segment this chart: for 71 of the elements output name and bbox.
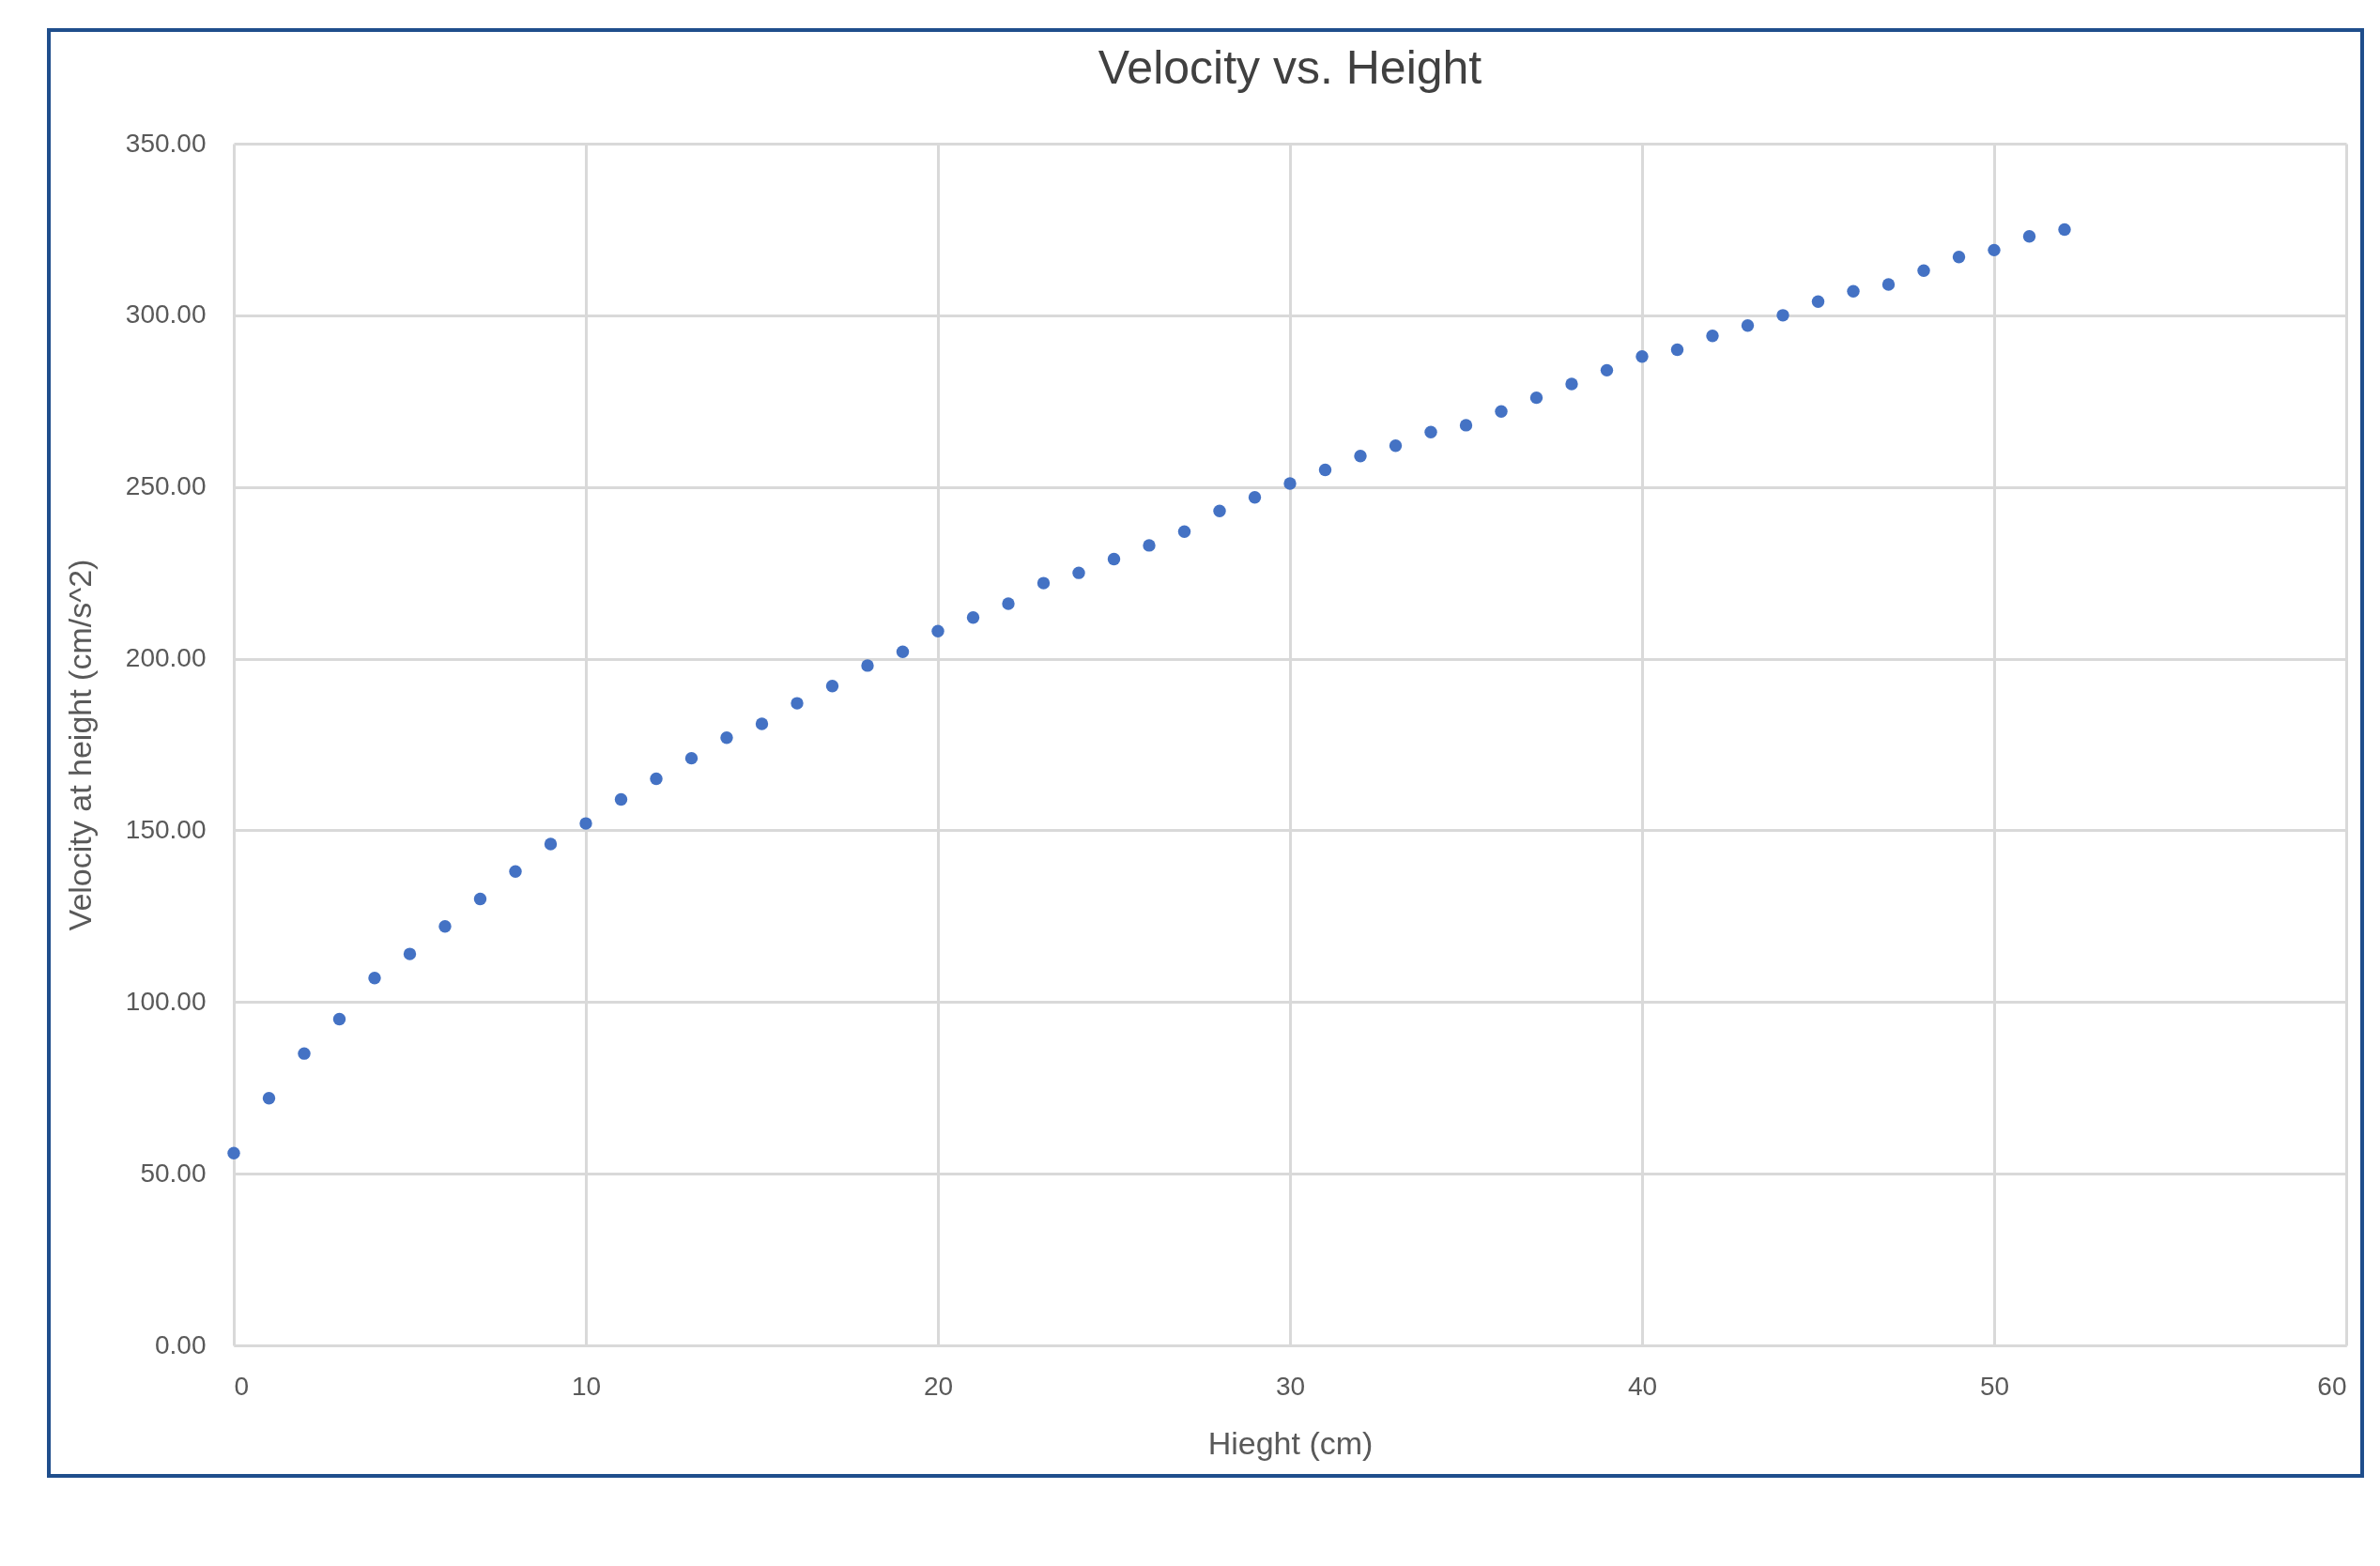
point	[1847, 284, 1860, 298]
point	[755, 717, 769, 730]
point	[579, 817, 592, 830]
point	[227, 1146, 240, 1159]
point	[1529, 391, 1543, 405]
point	[1670, 343, 1684, 357]
y-tick-label: 50.00	[140, 1158, 207, 1188]
y-tick-label: 150.00	[125, 814, 207, 844]
x-tick-label: 20	[923, 1371, 954, 1401]
point	[1600, 363, 1614, 377]
x-tick-label: 60	[2317, 1371, 2347, 1401]
point	[473, 892, 487, 906]
point	[896, 645, 910, 658]
point	[1495, 405, 1508, 418]
point	[1002, 597, 1015, 610]
point	[1213, 504, 1226, 518]
point	[368, 971, 381, 985]
x-tick-label: 30	[1275, 1371, 1306, 1401]
point	[931, 624, 944, 638]
point	[2022, 230, 2036, 243]
x-tick-label: 50	[1979, 1371, 2010, 1401]
point	[1635, 350, 1649, 363]
x-tick-label: 40	[1627, 1371, 1658, 1401]
point	[1881, 278, 1896, 291]
point	[720, 730, 733, 745]
point	[1177, 525, 1191, 538]
x-tick-label: 0	[234, 1371, 250, 1401]
point	[1283, 477, 1297, 490]
point	[1143, 539, 1156, 552]
y-tick-label: 300.00	[125, 299, 207, 330]
point	[966, 610, 980, 624]
point	[509, 865, 522, 879]
point	[825, 680, 839, 693]
point	[791, 697, 804, 710]
point	[1811, 295, 1825, 308]
point	[1706, 330, 1719, 343]
point	[1072, 566, 1085, 579]
point	[1389, 439, 1403, 453]
y-tick-label: 350.00	[125, 128, 207, 158]
point	[1988, 243, 2001, 257]
x-tick-label: 10	[571, 1371, 602, 1401]
point	[403, 947, 417, 960]
point	[861, 659, 874, 672]
point	[650, 772, 663, 786]
point	[1952, 250, 1966, 264]
point	[1424, 425, 1437, 438]
point	[684, 751, 699, 765]
chart-title: Velocity vs. Height	[1098, 41, 1482, 94]
point	[1917, 264, 1930, 278]
point	[262, 1091, 276, 1105]
y-tick-label: 0.00	[155, 1329, 207, 1359]
point	[332, 1012, 346, 1026]
point	[1565, 377, 1578, 391]
y-tick-label: 100.00	[125, 986, 207, 1016]
point	[1248, 490, 1262, 504]
point	[1776, 309, 1789, 322]
point	[1036, 576, 1051, 590]
point	[614, 792, 628, 806]
point	[1354, 450, 1367, 463]
point	[1741, 319, 1755, 332]
y-tick-label: 200.00	[125, 643, 207, 673]
y-tick-label: 250.00	[125, 471, 207, 501]
point	[2058, 223, 2071, 237]
point	[544, 837, 558, 851]
point	[1107, 552, 1121, 566]
point	[1318, 463, 1332, 477]
x-axis-title: Hieght (cm)	[1207, 1424, 1374, 1461]
point	[298, 1047, 311, 1060]
point	[438, 920, 452, 933]
y-axis-title: Velocity at height (cm/s^2)	[61, 559, 98, 931]
point	[1459, 419, 1473, 432]
